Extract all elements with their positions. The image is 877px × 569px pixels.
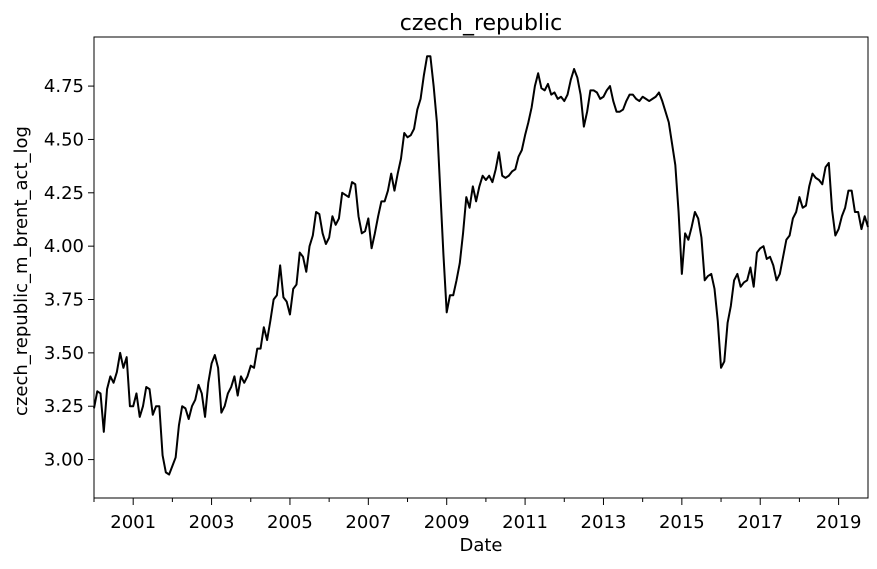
- plot-area-frame: [93, 36, 869, 499]
- x-tick-label: 2003: [189, 512, 235, 533]
- x-tick-label: 2005: [267, 512, 313, 533]
- x-tick-label: 2009: [424, 512, 470, 533]
- y-axis-label: czech_republic_m_brent_act_log: [11, 126, 32, 416]
- chart-title: czech_republic: [400, 11, 563, 36]
- y-tick-label: 4.50: [44, 129, 84, 150]
- y-axis-ticks: 3.00 3.25 3.50 3.75 4.00 4.25 4.50 4.75: [44, 76, 94, 471]
- x-tick-label: 2011: [502, 512, 548, 533]
- x-axis-ticks: 2001 2003 2005 2007 2009 2011 2013 2015 2017 2019: [93, 498, 862, 533]
- y-tick-label: 4.75: [44, 76, 84, 97]
- series-line: [93, 55, 869, 476]
- y-tick-label: 4.00: [44, 236, 84, 257]
- x-tick-label: 2017: [737, 512, 783, 533]
- y-tick-label: 4.25: [44, 183, 84, 204]
- y-tick-label: 3.75: [44, 290, 84, 311]
- y-tick-label: 3.25: [44, 396, 84, 417]
- y-tick-label: 3.00: [44, 450, 84, 471]
- x-tick-label: 2013: [581, 512, 627, 533]
- x-tick-label: 2007: [345, 512, 391, 533]
- x-tick-label: 2015: [659, 512, 705, 533]
- y-tick-label: 3.50: [44, 343, 84, 364]
- x-tick-label: 2019: [816, 512, 862, 533]
- x-axis-label: Date: [459, 535, 502, 556]
- x-tick-label: 2001: [110, 512, 156, 533]
